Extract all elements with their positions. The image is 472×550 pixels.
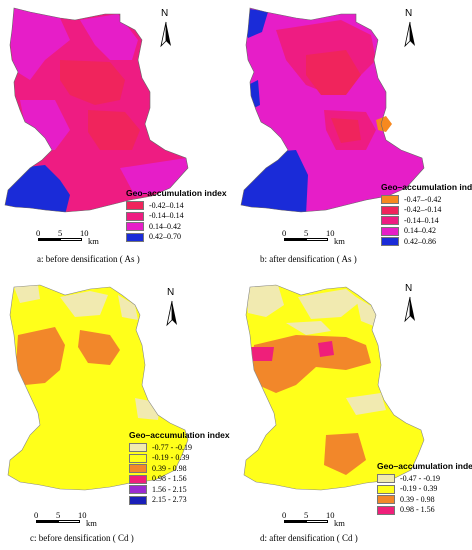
legend-item: 0.98 - 1.56 <box>377 505 472 516</box>
legend-a: Geo–accumulation index -0.42–0.14 -0.14–… <box>126 189 227 243</box>
legend-item: -0.47 - -0.19 <box>377 474 472 485</box>
legend-item: 2.15 - 2.73 <box>129 495 230 506</box>
legend-item: -0.47–-0.42 <box>381 195 472 206</box>
legend-item: 0.98 - 1.56 <box>129 474 230 485</box>
panel-c: N Geo–accumulation index -0.77 - -0.19 -… <box>0 275 236 550</box>
legend-item: 0.14–0.42 <box>381 226 472 237</box>
scale-bar: 0 5 10 km <box>34 510 97 528</box>
legend-item: 0.42–0.70 <box>126 232 227 243</box>
legend-title: Geo–accumulation index <box>129 430 230 440</box>
legend-item: -0.19 - 0.39 <box>377 484 472 495</box>
legend-item: 0.39 - 0.98 <box>129 464 230 475</box>
north-arrow-icon: N <box>398 283 422 323</box>
legend-item: -0.42–-0.14 <box>381 205 472 216</box>
map-cd-after <box>243 284 425 491</box>
legend-item: -0.14–0.14 <box>381 216 472 227</box>
map-cd-before <box>7 284 189 491</box>
legend-c: Geo–accumulation index -0.77 - -0.19 -0.… <box>129 431 230 506</box>
caption-c: c: before densification ( Cd ) <box>30 533 134 543</box>
legend-item: 0.39 - 0.98 <box>377 495 472 506</box>
north-arrow-icon: N <box>154 8 178 48</box>
legend-d: Geo–accumulation index -0.47 - -0.19 -0.… <box>377 462 472 516</box>
legend-item: 0.42–0.86 <box>381 237 472 248</box>
caption-a: a: before densification ( As ) <box>37 254 140 264</box>
legend-item: -0.77 - -0.19 <box>129 443 230 454</box>
north-arrow-icon: N <box>398 8 422 48</box>
scale-bar: 0 5 10 km <box>282 510 345 528</box>
panel-d: N Geo–accumulation index -0.47 - -0.19 -… <box>236 275 472 550</box>
scale-bar: 0 5 10 km <box>36 228 99 246</box>
legend-title: Geo–accumulation index <box>377 461 472 471</box>
panel-a: N Geo–accumulation index -0.42–0.14 -0.1… <box>0 0 236 275</box>
legend-title: Geo–accumulation index <box>381 182 472 192</box>
caption-b: b: after densification ( As ) <box>260 254 357 264</box>
caption-d: d: after densification ( Cd ) <box>260 533 358 543</box>
north-arrow-icon: N <box>160 287 184 327</box>
legend-title: Geo–accumulation index <box>126 188 227 198</box>
panel-b: N Geo–accumulation index -0.47–-0.42 -0.… <box>236 0 472 275</box>
map-as-after <box>240 7 425 213</box>
map-as-before <box>4 7 189 213</box>
legend-item: -0.42–0.14 <box>126 201 227 212</box>
legend-item: -0.19 - 0.39 <box>129 453 230 464</box>
legend-b: Geo–accumulation index -0.47–-0.42 -0.42… <box>381 183 472 247</box>
legend-item: -0.14–0.14 <box>126 211 227 222</box>
legend-item: 0.14–0.42 <box>126 222 227 233</box>
legend-item: 1.56 - 2.15 <box>129 485 230 496</box>
scale-bar: 0 5 10 km <box>282 228 345 246</box>
